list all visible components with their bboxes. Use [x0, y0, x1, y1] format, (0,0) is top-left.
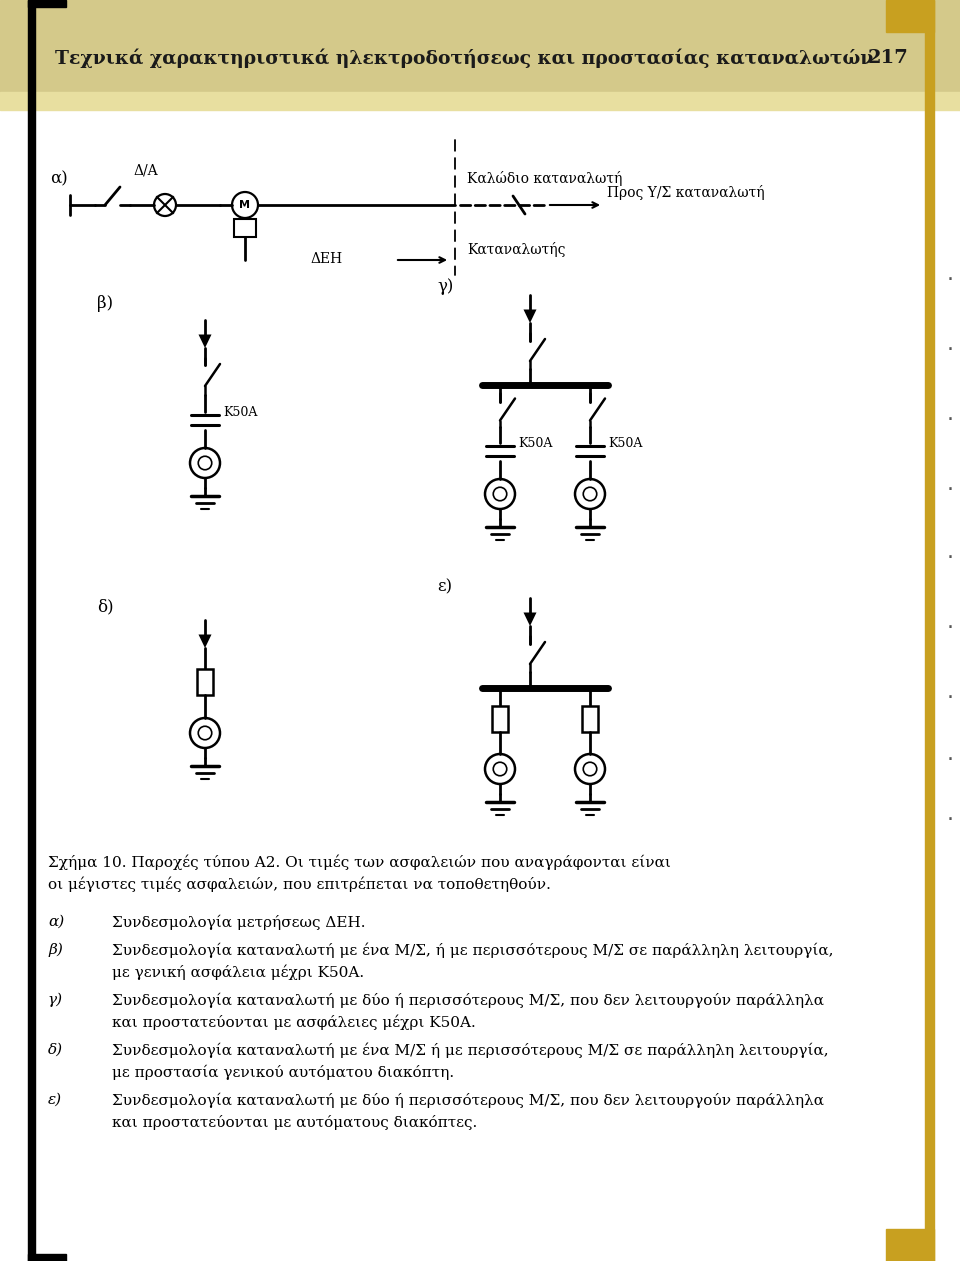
Text: Συνδεσμολογία καταναλωτή με ένα Μ/Σ ή με περισσότερους Μ/Σ σε παράλληλη λειτουργ: Συνδεσμολογία καταναλωτή με ένα Μ/Σ ή με…: [112, 1043, 828, 1058]
Text: με γενική ασφάλεια μέχρι Κ50Α.: με γενική ασφάλεια μέχρι Κ50Α.: [112, 965, 364, 981]
Text: δ): δ): [48, 1043, 63, 1057]
Text: γ): γ): [437, 277, 453, 295]
Text: ·: ·: [947, 810, 953, 830]
Polygon shape: [199, 334, 211, 348]
Text: ·: ·: [947, 270, 953, 290]
Text: Συνδεσμολογία καταναλωτή με δύο ή περισσότερους Μ/Σ, που δεν λειτουργούν παράλλη: Συνδεσμολογία καταναλωτή με δύο ή περισσ…: [112, 992, 824, 1009]
Bar: [582, 706, 598, 731]
Text: M: M: [239, 200, 251, 211]
Text: οι μέγιστες τιμές ασφαλειών, που επιτρέπεται να τοποθετηθούν.: οι μέγιστες τιμές ασφαλειών, που επιτρέπ…: [48, 876, 551, 893]
Text: ·: ·: [947, 750, 953, 770]
Bar: [234, 219, 256, 237]
Text: ·: ·: [947, 689, 953, 707]
Text: ·: ·: [947, 340, 953, 359]
Bar: [0, 92, 960, 110]
Text: δ): δ): [97, 598, 113, 615]
Text: ε): ε): [437, 578, 452, 595]
Text: β): β): [97, 295, 113, 311]
Bar: [28, 1253, 66, 1261]
Text: Συνδεσμολογία καταναλωτή με ένα Μ/Σ, ή με περισσότερους Μ/Σ σε παράλληλη λειτουρ: Συνδεσμολογία καταναλωτή με ένα Μ/Σ, ή μ…: [112, 943, 833, 958]
Text: β): β): [48, 943, 62, 957]
Text: Προς Υ/Σ καταναλωτή: Προς Υ/Σ καταναλωτή: [607, 185, 764, 200]
Text: 217: 217: [868, 49, 909, 67]
Text: και προστατεύονται με ασφάλειες μέχρι Κ50Α.: και προστατεύονται με ασφάλειες μέχρι Κ5…: [112, 1015, 476, 1030]
Text: K50A: K50A: [518, 438, 552, 450]
Text: ΔΕΗ: ΔΕΗ: [310, 252, 342, 266]
Bar: [197, 670, 213, 695]
Text: ε): ε): [48, 1093, 62, 1107]
Text: γ): γ): [48, 992, 63, 1008]
Bar: [28, 0, 66, 8]
Text: και προστατεύονται με αυτόματους διακόπτες.: και προστατεύονται με αυτόματους διακόπτ…: [112, 1115, 477, 1130]
Text: ·: ·: [947, 549, 953, 567]
Text: α): α): [48, 915, 64, 929]
Text: ·: ·: [947, 618, 953, 638]
Text: α): α): [50, 170, 68, 187]
Text: Τεχνικά χαρακτηριστικά ηλεκτροδοτήσεως και προστασίας καταναλωτών: Τεχνικά χαρακτηριστικά ηλεκτροδοτήσεως κ…: [55, 48, 874, 68]
Bar: [886, 1229, 934, 1261]
Bar: [925, 0, 934, 1261]
Text: Συνδεσμολογία καταναλωτή με δύο ή περισσότερους Μ/Σ, που δεν λειτουργούν παράλλη: Συνδεσμολογία καταναλωτή με δύο ή περισσ…: [112, 1093, 824, 1108]
Polygon shape: [523, 613, 537, 625]
Text: K50A: K50A: [608, 438, 642, 450]
Text: Καλώδιο καταναλωτή: Καλώδιο καταναλωτή: [467, 171, 622, 187]
Polygon shape: [523, 309, 537, 323]
Bar: [492, 706, 508, 731]
Text: ·: ·: [947, 480, 953, 501]
Text: με προστασία γενικού αυτόματου διακόπτη.: με προστασία γενικού αυτόματου διακόπτη.: [112, 1066, 454, 1081]
Polygon shape: [199, 634, 211, 648]
Text: Καταναλωτής: Καταναλωτής: [467, 242, 565, 257]
Bar: [0, 0, 960, 92]
Text: Σχήμα 10. Παροχές τύπου Α2. Οι τιμές των ασφαλειών που αναγράφονται είναι: Σχήμα 10. Παροχές τύπου Α2. Οι τιμές των…: [48, 855, 671, 870]
Text: Δ/Α: Δ/Α: [133, 164, 157, 178]
Text: ·: ·: [947, 410, 953, 430]
Text: Συνδεσμολογία μετρήσεως ΔΕΗ.: Συνδεσμολογία μετρήσεως ΔΕΗ.: [112, 915, 366, 931]
Bar: [28, 0, 35, 1261]
Text: K50A: K50A: [223, 406, 257, 419]
Bar: [886, 0, 934, 32]
